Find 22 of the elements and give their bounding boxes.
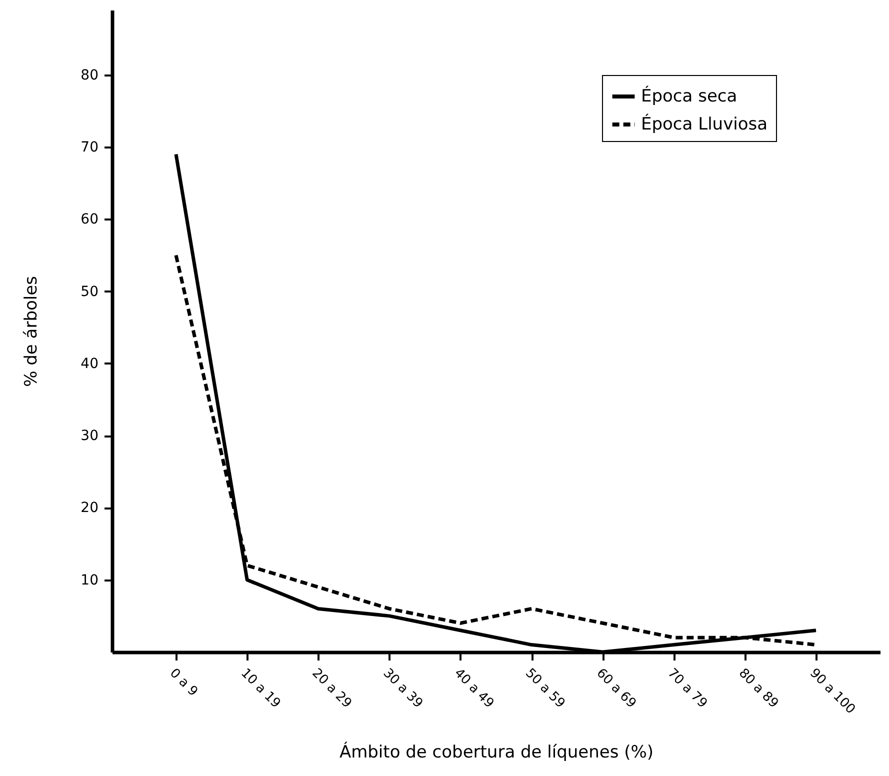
- x-tick-label: 40 a 49: [451, 666, 497, 712]
- legend-label: Época seca: [641, 86, 738, 106]
- y-tick-label: 70: [80, 140, 98, 156]
- y-tick-label: 50: [80, 284, 98, 300]
- x-tick-label: 20 a 29: [308, 666, 354, 712]
- y-tick-label: 40: [80, 356, 98, 372]
- x-tick-label: 0 a 9: [166, 666, 200, 700]
- x-tick-label: 90 a 100: [806, 666, 858, 718]
- y-tick-label: 20: [80, 500, 98, 516]
- y-tick-label: 60: [80, 212, 98, 228]
- x-tick-label: 30 a 39: [380, 666, 426, 712]
- x-tick-label: 60 a 69: [593, 666, 639, 712]
- legend-label: Época Lluviosa: [641, 114, 768, 134]
- x-tick-label: 50 a 59: [522, 666, 568, 712]
- x-tick-label: 10 a 19: [238, 666, 284, 712]
- x-tick-label: 70 a 79: [664, 666, 710, 712]
- y-tick-label: 30: [80, 428, 98, 444]
- x-tick-label: 80 a 89: [735, 666, 781, 712]
- y-tick-label: 10: [80, 572, 98, 588]
- y-axis-title: % de árboles: [22, 276, 42, 387]
- x-axis-title: Ámbito de cobertura de líquenes (%): [339, 741, 654, 762]
- y-tick-label: 80: [80, 67, 98, 84]
